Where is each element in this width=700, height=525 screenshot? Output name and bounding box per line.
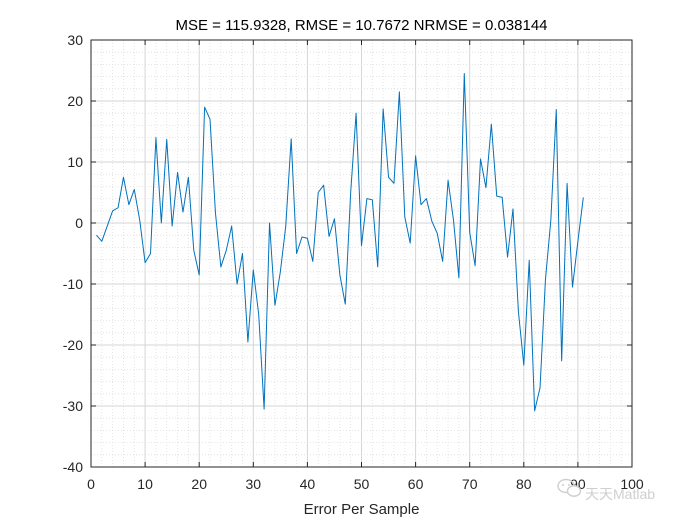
y-tick-label: -10 xyxy=(63,276,83,292)
series-line-0 xyxy=(96,73,584,412)
x-tick-label: 80 xyxy=(516,476,532,492)
series-layer xyxy=(96,73,584,412)
x-tick-label: 50 xyxy=(354,476,370,492)
x-tick-label: 60 xyxy=(408,476,424,492)
x-tick-label: 70 xyxy=(462,476,478,492)
x-tick-labels: 0 10 20 30 40 50 60 70 80 90 100 xyxy=(87,476,644,492)
wechat-icon xyxy=(557,478,582,497)
x-tick-label: 0 xyxy=(87,476,95,492)
chart-title: MSE = 115.9328, RMSE = 10.7672 NRMSE = 0… xyxy=(175,17,547,34)
x-tick-label: 20 xyxy=(191,476,207,492)
y-tick-label: 30 xyxy=(67,32,83,48)
x-tick-label: 40 xyxy=(300,476,316,492)
y-tick-label: 20 xyxy=(67,93,83,109)
y-tick-label: 0 xyxy=(75,215,83,231)
y-tick-label: -40 xyxy=(63,459,83,475)
watermark: 天天Matlab xyxy=(557,478,655,502)
y-tick-label: -30 xyxy=(63,398,83,414)
x-tick-label: 100 xyxy=(620,476,644,492)
x-tick-label: 30 xyxy=(246,476,262,492)
x-axis-label: Error Per Sample xyxy=(304,501,420,518)
x-tick-label: 10 xyxy=(137,476,153,492)
y-tick-label: -20 xyxy=(63,337,83,353)
ticks xyxy=(90,39,633,468)
y-tick-labels: -40 -30 -20 -10 0 10 20 30 xyxy=(63,32,83,475)
y-tick-label: 10 xyxy=(67,154,83,170)
watermark-text: 天天Matlab xyxy=(585,486,655,502)
